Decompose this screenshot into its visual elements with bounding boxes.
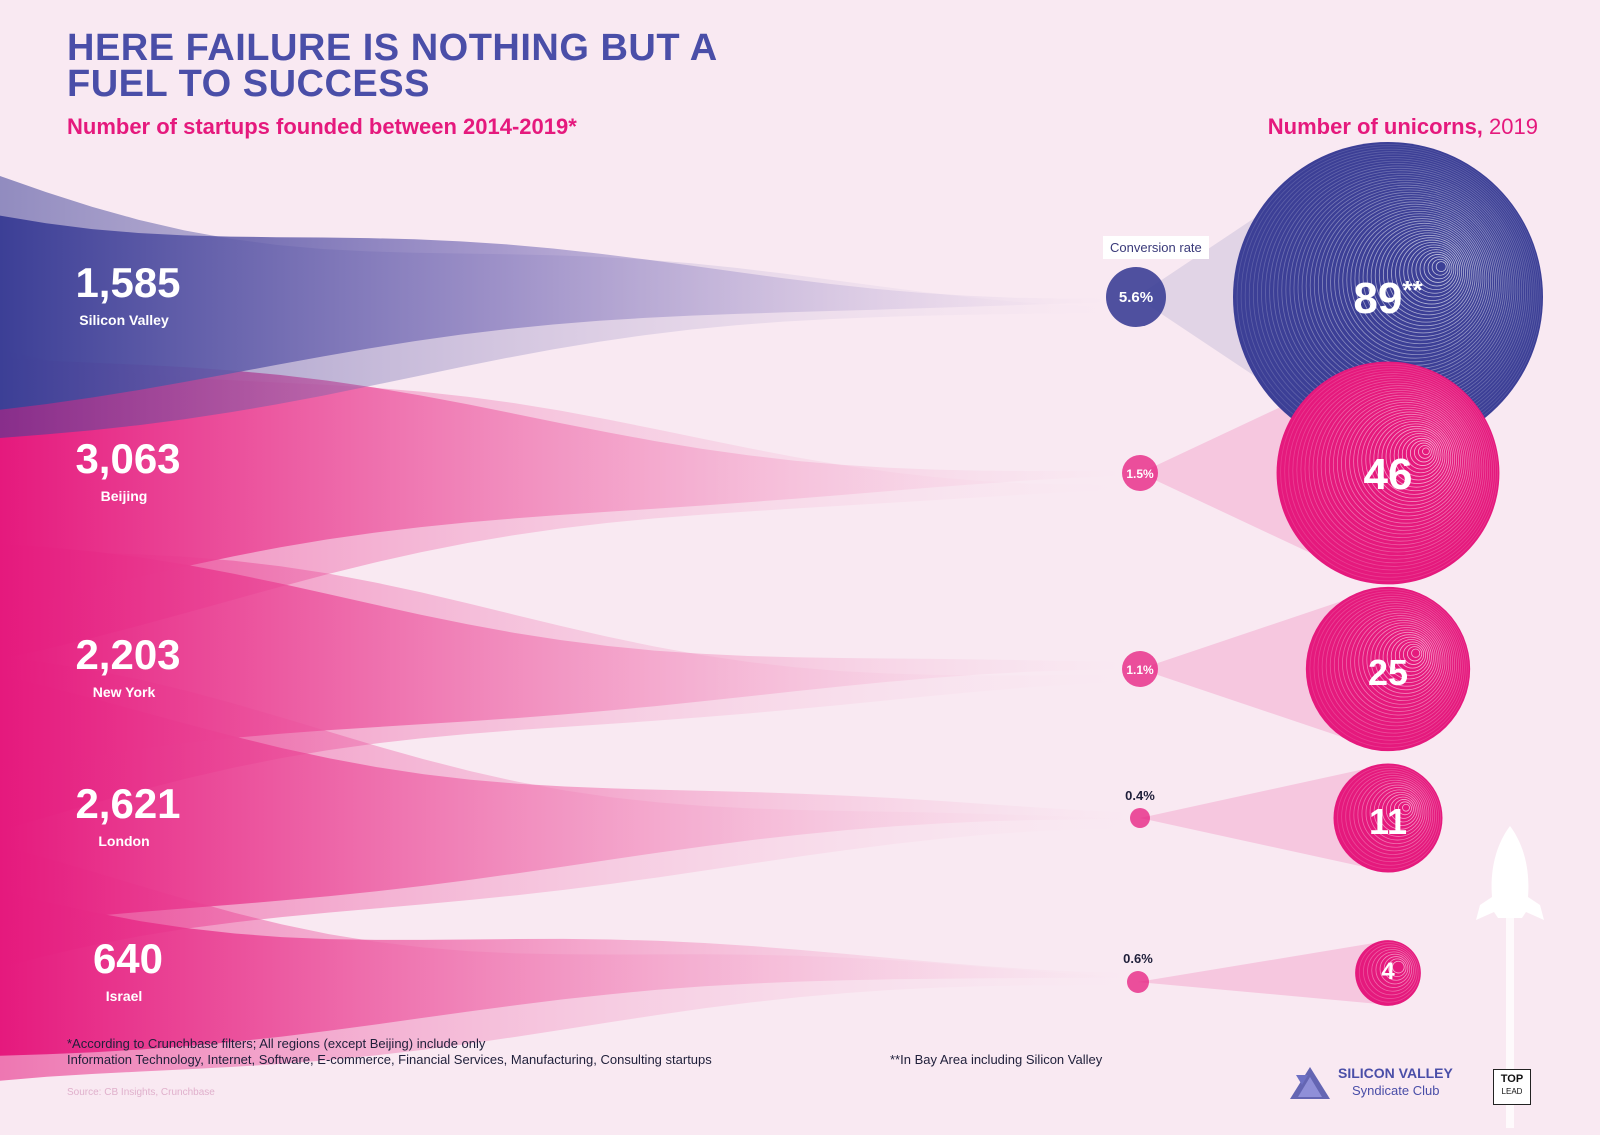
unicorn-bubble-2: 25	[1305, 586, 1471, 752]
region-name-3: London	[98, 833, 149, 849]
flow-stream-1	[0, 357, 1122, 612]
flow-stream-2	[0, 544, 1122, 776]
unicorn-count-2: 25	[1368, 652, 1408, 693]
conversion-dot-1	[1122, 455, 1158, 491]
region-name-1: Beijing	[101, 488, 148, 504]
conversion-rate-2: 1.1%	[1126, 663, 1154, 677]
unicorns-subtitle-year: 2019	[1489, 114, 1538, 139]
unicorn-count-1: 46	[1364, 450, 1413, 499]
conversion-dot-4	[1127, 971, 1149, 993]
conversion-rate-label: Conversion rate	[1103, 236, 1209, 259]
conversion-rate-3: 0.4%	[1125, 788, 1155, 803]
rocket-icon	[1476, 826, 1544, 1128]
footnote-line-2: Information Technology, Internet, Softwa…	[67, 1052, 712, 1067]
top-lead-logo: TOP LEAD	[1493, 1069, 1531, 1105]
unicorn-count-4: 4	[1381, 958, 1395, 985]
unicorn-footnote-mark: **	[1402, 275, 1423, 305]
unicorn-count-3: 11	[1369, 801, 1407, 842]
title-line-1: HERE FAILURE IS NOTHING BUT A	[67, 27, 718, 69]
conversion-rate-0: 5.6%	[1119, 289, 1153, 306]
conversion-rate-1: 1.5%	[1126, 467, 1154, 481]
source-note: Source: CB Insights, Crunchbase	[67, 1087, 215, 1098]
region-labels: 1,585 Silicon Valley 3,063 Beijing 2,203 New …	[75, 259, 180, 1004]
flow-streams	[0, 176, 1130, 1081]
conversion-cone-3	[1140, 766, 1378, 870]
chart-title: HERE FAILURE IS NOTHING BUT A FUEL TO SU…	[67, 27, 718, 105]
title-line-2: FUEL TO SUCCESS	[67, 63, 430, 105]
footnote-line-1: *According to Crunchbase filters; All re…	[67, 1036, 486, 1051]
silicon-valley-syndicate-logo: SILICON VALLEY Syndicate Club	[1286, 1063, 1486, 1103]
conversion-dot-2	[1122, 651, 1158, 687]
unicorn-bubble-4: 4	[1355, 940, 1421, 1006]
footnote: *According to Crunchbase filters; All re…	[67, 1036, 712, 1068]
unicorn-bubble-1: 46	[1276, 361, 1500, 585]
top-lead-text-1: TOP	[1500, 1073, 1524, 1085]
startup-count-0: 1,585	[75, 259, 180, 306]
logo-name: SILICON VALLEY	[1338, 1065, 1453, 1081]
conversion-dot-3	[1130, 808, 1150, 828]
bubble-fill-4	[1355, 940, 1421, 1006]
unicorns-subtitle-text: Number of unicorns,	[1267, 114, 1483, 139]
bubble-fill-0	[1233, 142, 1543, 452]
region-name-0: Silicon Valley	[79, 312, 169, 328]
startup-count-1: 3,063	[75, 435, 180, 482]
unicorn-bubble-0: 89**	[1233, 142, 1543, 452]
conversion-rate-4: 0.6%	[1123, 951, 1153, 966]
unicorn-bubbles: 89** 5.6% 46 1.5% 25 1.1% 11 0.4% 4 0.6%	[1106, 142, 1543, 1006]
bubble-fill-2	[1305, 586, 1471, 752]
conversion-cone-4	[1138, 941, 1382, 1005]
unicorns-subtitle: Number of unicorns, 2019	[1268, 114, 1538, 140]
flow-stream-4	[0, 890, 1127, 1056]
conversion-cone-2	[1140, 590, 1372, 748]
flow-stream-3	[0, 675, 1130, 927]
bubble-fill-1	[1276, 361, 1500, 585]
region-name-4: Israel	[106, 988, 143, 1004]
startup-count-4: 640	[93, 935, 163, 982]
startups-subtitle: Number of startups founded between 2014-…	[67, 114, 577, 139]
logo-subtitle: Syndicate Club	[1352, 1083, 1440, 1098]
startup-count-2: 2,203	[75, 631, 180, 678]
top-lead-text-2: LEAD	[1501, 1087, 1523, 1096]
flow-stream-0	[0, 215, 1106, 410]
region-name-2: New York	[93, 684, 156, 700]
bay-area-footnote: **In Bay Area including Silicon Valley	[890, 1052, 1103, 1067]
triangle-logo-icon	[1290, 1067, 1330, 1099]
unicorn-bubble-3: 11	[1333, 763, 1443, 873]
startup-count-3: 2,621	[75, 780, 180, 827]
conversion-dot-0	[1106, 267, 1166, 327]
